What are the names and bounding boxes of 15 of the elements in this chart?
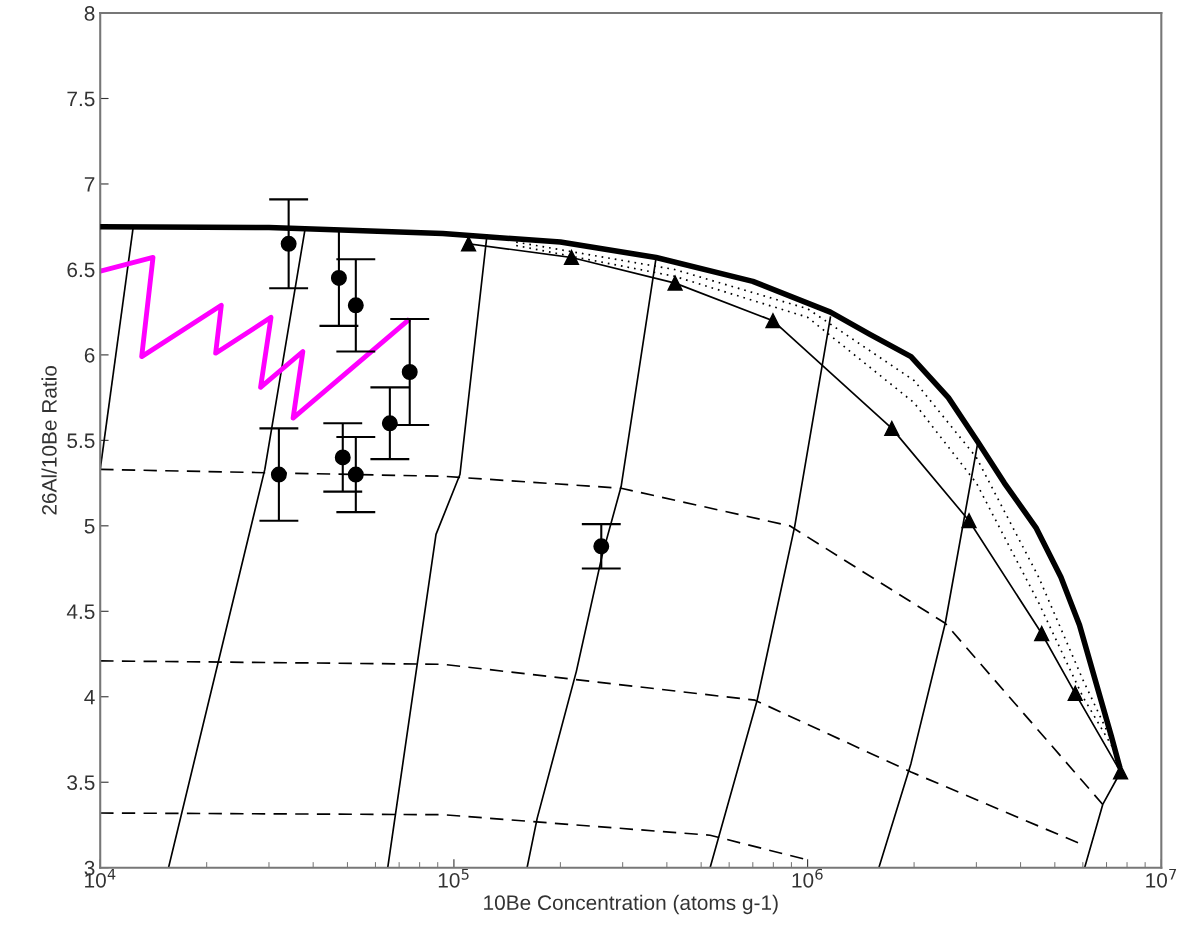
x-tick-label: 10$^{7}$ [1146,868,1177,888]
y-tick-label: 4 [84,689,95,705]
x-axis-title: 10Be Concentration (atoms g-1) [484,894,778,915]
x-tick-label: 10$^{5}$ [438,868,469,888]
y-tick-label: 7 [84,177,95,192]
y-tick-label: 3.5 [67,775,95,790]
y-tick-label: 7.5 [67,91,95,107]
y-tick-label: 5.5 [67,433,95,449]
y-axis-title: 26Al/10Be Ratio [41,365,57,515]
x-tick-label: 10$^{6}$ [792,868,823,888]
y-tick-label: 6.5 [67,262,95,278]
y-tick-label: 5 [84,519,95,534]
y-tick-label: 6 [84,347,95,363]
y-tick-label: 4.5 [66,604,95,620]
y-tick-label: 8 [84,6,95,21]
